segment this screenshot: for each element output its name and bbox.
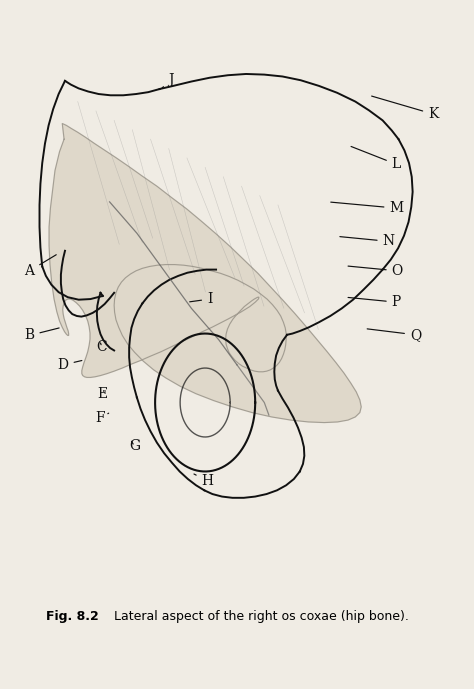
Text: M: M bbox=[331, 201, 403, 215]
Text: J: J bbox=[162, 72, 174, 88]
Text: P: P bbox=[348, 295, 401, 309]
Text: G: G bbox=[129, 440, 140, 453]
Text: O: O bbox=[348, 264, 403, 278]
Text: A: A bbox=[25, 255, 56, 278]
Text: H: H bbox=[194, 474, 213, 488]
Text: L: L bbox=[351, 147, 401, 172]
Text: B: B bbox=[24, 328, 59, 342]
Text: I: I bbox=[190, 292, 212, 306]
Text: C: C bbox=[97, 340, 107, 354]
Text: F: F bbox=[95, 411, 109, 425]
Text: E: E bbox=[97, 387, 107, 401]
Text: Fig. 8.2: Fig. 8.2 bbox=[46, 610, 99, 624]
Text: D: D bbox=[58, 358, 82, 372]
Text: Q: Q bbox=[367, 328, 421, 342]
Text: K: K bbox=[372, 96, 438, 121]
Text: N: N bbox=[340, 234, 395, 248]
Polygon shape bbox=[49, 123, 361, 422]
Text: Lateral aspect of the right os coxae (hip bone).: Lateral aspect of the right os coxae (hi… bbox=[109, 610, 409, 624]
